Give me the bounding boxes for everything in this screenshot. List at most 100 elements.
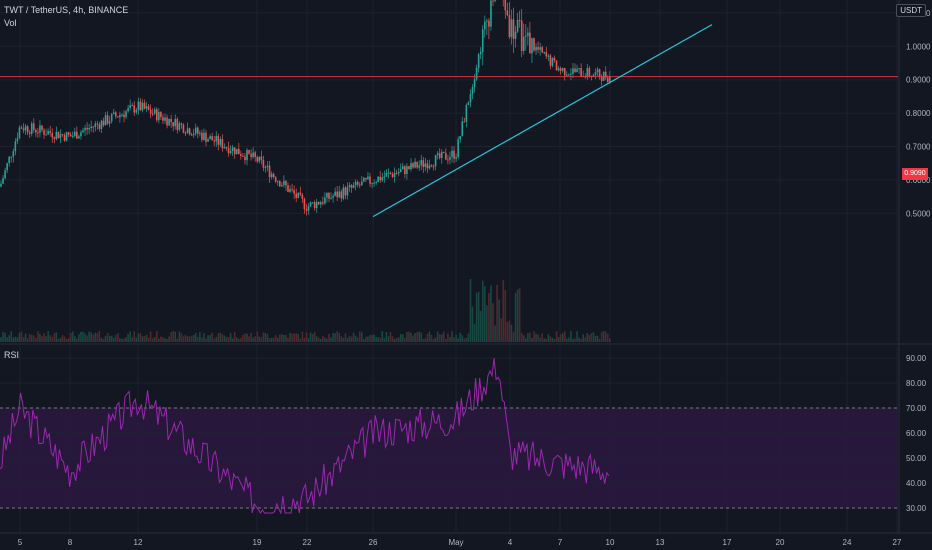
- volume-bar: [119, 338, 121, 342]
- candle-body: [340, 191, 343, 199]
- volume-bar: [559, 334, 562, 342]
- volume-bar: [133, 331, 136, 342]
- candle-body: [596, 69, 599, 73]
- candle-body: [14, 141, 17, 152]
- volume-bar: [469, 279, 472, 342]
- volume-bar: [295, 333, 297, 342]
- candle-body: [334, 191, 336, 196]
- candle-body: [254, 152, 256, 157]
- candle-body: [57, 131, 60, 139]
- volume-bar: [502, 279, 505, 342]
- volume-bar: [272, 337, 275, 342]
- candle-body: [272, 173, 275, 178]
- candle-body: [151, 113, 154, 115]
- volume-bar: [24, 333, 27, 342]
- candle-body: [356, 181, 359, 185]
- volume-bar: [586, 333, 589, 342]
- volume-bar: [235, 337, 238, 342]
- candle-body: [504, 0, 507, 11]
- candle-body: [541, 47, 543, 53]
- volume-bar: [30, 335, 33, 342]
- candle-body: [346, 186, 349, 196]
- volume-bar: [293, 333, 295, 342]
- volume-bar: [37, 331, 39, 342]
- candle-body: [440, 151, 443, 158]
- volume-bar: [162, 337, 164, 342]
- candle-body: [65, 132, 68, 141]
- volume-bar: [82, 331, 84, 342]
- candle-body: [445, 152, 447, 160]
- candle-body: [416, 161, 418, 168]
- volume-bar: [262, 332, 265, 342]
- rsi-axis-label: 70.00: [906, 404, 927, 413]
- volume-bar: [69, 332, 72, 342]
- volume-bar: [516, 289, 519, 342]
- time-axis-label: 7: [558, 538, 563, 547]
- volume-bar: [342, 337, 345, 342]
- candle-body: [522, 36, 525, 51]
- candle-body: [33, 123, 35, 130]
- candle-body: [551, 58, 554, 66]
- candle-body: [301, 194, 304, 199]
- volume-bar: [49, 335, 51, 342]
- candle-body: [184, 132, 187, 134]
- candle-body: [406, 166, 408, 175]
- time-axis-label: 4: [508, 538, 513, 547]
- volume-bar: [260, 337, 263, 342]
- rsi-legend[interactable]: RSI: [4, 350, 20, 360]
- candle-body: [391, 174, 394, 177]
- candle-body: [389, 172, 392, 175]
- candle-body: [535, 47, 537, 51]
- candle-body: [600, 76, 603, 81]
- candle-body: [37, 132, 39, 134]
- volume-bar: [527, 333, 529, 342]
- candle-body: [520, 20, 523, 51]
- volume-bar: [484, 286, 486, 342]
- volume-bar: [281, 334, 283, 342]
- volume-bar: [576, 331, 578, 342]
- candle-body: [317, 202, 320, 205]
- volume-bar: [481, 280, 484, 342]
- candle-body: [553, 58, 556, 61]
- volume-bar: [545, 338, 548, 342]
- volume-bar: [209, 335, 211, 342]
- volume-bar: [59, 337, 62, 342]
- price-axis-label: 0.5000: [906, 209, 931, 218]
- volume-bar: [389, 332, 392, 342]
- candle-body: [223, 147, 226, 149]
- candle-body: [609, 76, 611, 83]
- currency-badge[interactable]: USDT: [896, 4, 926, 17]
- volume-bar: [451, 331, 453, 342]
- volume-bar: [563, 331, 566, 342]
- symbol-legend[interactable]: TWT / TetherUS, 4h, BINANCE: [4, 5, 129, 15]
- candle-body: [143, 102, 146, 109]
- volume-bar: [199, 332, 201, 342]
- volume-bar: [443, 331, 445, 342]
- volume-bar: [574, 338, 576, 342]
- candle-body: [313, 202, 316, 209]
- volume-bar: [0, 337, 2, 342]
- volume-bar: [315, 336, 318, 342]
- volume-bar: [336, 331, 338, 342]
- volume-bar: [86, 335, 88, 342]
- volume-bar: [203, 333, 205, 342]
- trendline[interactable]: [372, 24, 713, 218]
- volume-bar: [377, 337, 379, 342]
- volume-bar: [65, 338, 68, 342]
- volume-legend[interactable]: Vol: [4, 18, 17, 28]
- candle-body: [576, 68, 578, 72]
- volume-bar: [39, 333, 41, 342]
- candle-body: [514, 31, 517, 39]
- volume-bar: [369, 335, 371, 342]
- candle-body: [449, 156, 451, 160]
- candle-body: [244, 156, 246, 161]
- volume-bar: [158, 338, 160, 342]
- candle-body: [264, 167, 267, 169]
- volume-bar: [365, 336, 367, 342]
- candle-body: [164, 117, 166, 121]
- volume-bar: [248, 336, 250, 342]
- rsi-axis-label: 50.00: [906, 454, 927, 463]
- candle-body: [475, 67, 478, 80]
- candle-body: [217, 135, 220, 145]
